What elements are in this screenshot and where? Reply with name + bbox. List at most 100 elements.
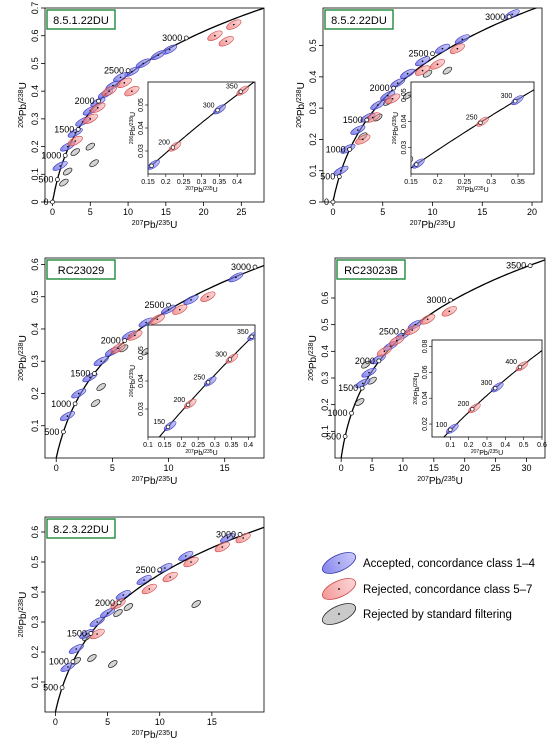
inset-y-tick-label: 0.02 bbox=[422, 417, 429, 431]
inset-age-marker bbox=[517, 365, 523, 370]
x-tick-label: 10 bbox=[398, 463, 408, 473]
ellipse-center bbox=[383, 350, 386, 353]
x-tick-label: 0 bbox=[54, 463, 59, 473]
inset-x-tick-label: 0.2 bbox=[161, 179, 171, 186]
ellipse-center bbox=[89, 376, 91, 379]
sample-label: 8.2.3.22DU bbox=[46, 518, 116, 539]
ellipse-center bbox=[242, 537, 244, 539]
inset-x-tick-label: 0.5 bbox=[519, 442, 529, 449]
legend-label-accepted: Accepted, concordance class 1–4 bbox=[363, 558, 536, 570]
ellipse-center bbox=[411, 329, 414, 331]
y-tick-label: 0.6 bbox=[30, 29, 40, 42]
ellipse-center bbox=[134, 334, 136, 337]
sample-label-text: 8.5.2.22DU bbox=[331, 15, 387, 27]
y-tick-label: 0.2 bbox=[30, 387, 40, 400]
inset-y-axis-label: 206Pb/238U bbox=[129, 365, 137, 397]
ellipse-center bbox=[232, 23, 235, 26]
ellipse-center bbox=[85, 633, 88, 635]
y-tick-label: 0.5 bbox=[320, 318, 330, 331]
inset-age-label: 300 bbox=[215, 351, 227, 358]
sample-label-box bbox=[336, 259, 406, 280]
ellipse-rejected-filtering bbox=[89, 159, 99, 168]
concordia-age-label: 1500 bbox=[67, 628, 87, 638]
ellipse-center bbox=[97, 106, 99, 109]
concordia-age-marker bbox=[448, 297, 453, 303]
ellipse-center bbox=[441, 47, 444, 50]
sample-label-box bbox=[46, 518, 116, 539]
concordia-age-marker bbox=[252, 264, 258, 270]
ellipse-center bbox=[96, 621, 98, 623]
y-tick-label: 0.2 bbox=[320, 398, 330, 411]
sample-label-text: RC23023B bbox=[344, 265, 398, 277]
y-tick-label: 0.3 bbox=[320, 372, 330, 385]
sample-label-box bbox=[46, 259, 116, 280]
y-tick-label: 0 bbox=[308, 199, 318, 204]
ellipse-center bbox=[164, 567, 166, 569]
inset-age-label: 100 bbox=[436, 422, 448, 429]
inset-x-tick-label: 0.25 bbox=[458, 179, 472, 186]
ellipse-center bbox=[368, 371, 370, 374]
inset-plot: 150 200 250 300 350 0.1 0.15 0.2 0.25 0.3 0.35 0.4 0… bbox=[129, 324, 256, 457]
concordia-age-label: 3000 bbox=[216, 529, 236, 539]
concordia-age-marker bbox=[122, 338, 128, 343]
inset-y-tick-label: 0.04 bbox=[422, 391, 429, 405]
y-axis-label: 206Pb/238U bbox=[18, 335, 29, 381]
ellipse-center bbox=[96, 633, 98, 635]
ellipse-rejected-filtering bbox=[123, 603, 134, 611]
ellipse-rejected-filtering bbox=[87, 654, 97, 662]
ellipse-rejected-filtering bbox=[108, 660, 118, 668]
x-tick-label: 5 bbox=[110, 463, 115, 473]
concordia-age-label: 0 bbox=[44, 197, 49, 207]
concordia-age-label: 500 bbox=[320, 172, 335, 182]
ellipse-center bbox=[131, 90, 133, 92]
sample-label-text: RC23029 bbox=[58, 265, 104, 277]
ellipse-center bbox=[391, 97, 394, 100]
ellipse-center bbox=[386, 94, 389, 97]
inset-age-label: 250 bbox=[194, 374, 206, 381]
y-tick-label: 0.1 bbox=[30, 168, 40, 181]
inset-age-label: 350 bbox=[237, 329, 249, 336]
ellipse-center bbox=[157, 54, 160, 56]
ellipse-center bbox=[421, 69, 424, 72]
ellipse-center bbox=[75, 648, 78, 650]
plot-frame bbox=[44, 516, 265, 713]
ellipse-center bbox=[207, 295, 209, 298]
inset-area: 150 200 250 300 350 bbox=[153, 329, 255, 437]
y-tick-label: 0.5 bbox=[308, 39, 318, 52]
ellipse-center bbox=[59, 165, 61, 167]
ellipse-center bbox=[235, 276, 237, 279]
sample-label-box bbox=[324, 9, 394, 30]
inset-x-tick-label: 0.4 bbox=[232, 179, 242, 186]
ellipse-center bbox=[67, 666, 69, 668]
plot-frame bbox=[44, 257, 265, 459]
ellipse-center bbox=[225, 40, 228, 43]
inset-area: 100 200 300 400 bbox=[436, 349, 542, 437]
x-tick-label: 10 bbox=[155, 717, 165, 727]
inset-x-tick-label: 0.6 bbox=[537, 442, 547, 449]
concordia-age-marker bbox=[166, 302, 171, 308]
x-tick-label: 5 bbox=[370, 463, 375, 473]
x-tick-label: 20 bbox=[527, 207, 537, 217]
inset-plot: 150 250 300 0.15 0.2 0.25 0.3 0.35 0.03 0.04 0.05 2… bbox=[392, 81, 535, 194]
inset-y-axis-label: 206Pb/238U bbox=[129, 112, 137, 144]
inset-age-marker bbox=[206, 380, 211, 385]
x-tick-label: 0 bbox=[50, 207, 55, 217]
concordia-age-marker bbox=[359, 385, 365, 391]
x-tick-label: 25 bbox=[491, 463, 501, 473]
y-tick-label: 0.6 bbox=[30, 258, 40, 271]
concordia-age-label: 0 bbox=[324, 197, 329, 207]
x-tick-label: 15 bbox=[477, 207, 487, 217]
inset-age-label: 150 bbox=[137, 158, 149, 165]
y-tick-label: 0.1 bbox=[30, 419, 40, 432]
concordia-age-label: 2000 bbox=[355, 356, 375, 366]
inset-x-tick-label: 0.35 bbox=[511, 179, 525, 186]
y-tick-label: 0.1 bbox=[320, 425, 330, 438]
legend-swatch-accepted-dot bbox=[338, 562, 340, 564]
inset-x-tick-label: 0.1 bbox=[445, 442, 455, 449]
concordia-age-label: 1000 bbox=[328, 408, 348, 418]
concordia-age-marker bbox=[364, 117, 370, 123]
inset-age-label: 300 bbox=[501, 93, 513, 100]
ellipse-center bbox=[142, 62, 144, 65]
ellipse-center bbox=[406, 72, 409, 75]
